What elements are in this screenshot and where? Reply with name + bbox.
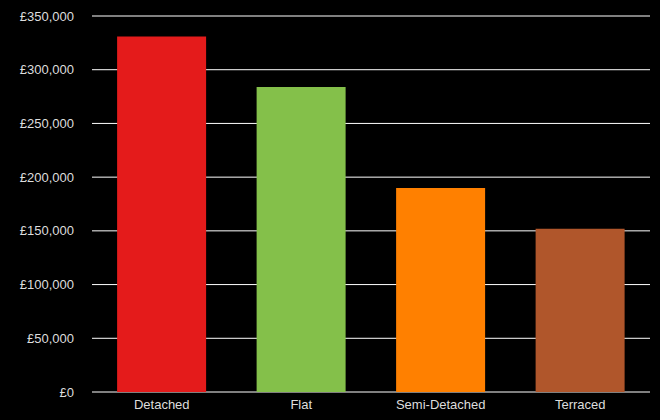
svg-text:Terraced: Terraced	[555, 397, 606, 412]
svg-text:Semi-Detached: Semi-Detached	[396, 397, 486, 412]
svg-text:£300,000: £300,000	[20, 62, 74, 77]
svg-text:Flat: Flat	[290, 397, 312, 412]
svg-text:£350,000: £350,000	[20, 9, 74, 24]
svg-text:£250,000: £250,000	[20, 116, 74, 131]
svg-text:£200,000: £200,000	[20, 170, 74, 185]
svg-text:£50,000: £50,000	[27, 331, 74, 346]
svg-text:£0: £0	[60, 385, 74, 400]
svg-text:£100,000: £100,000	[20, 277, 74, 292]
svg-text:Detached: Detached	[134, 397, 190, 412]
svg-text:£150,000: £150,000	[20, 223, 74, 238]
